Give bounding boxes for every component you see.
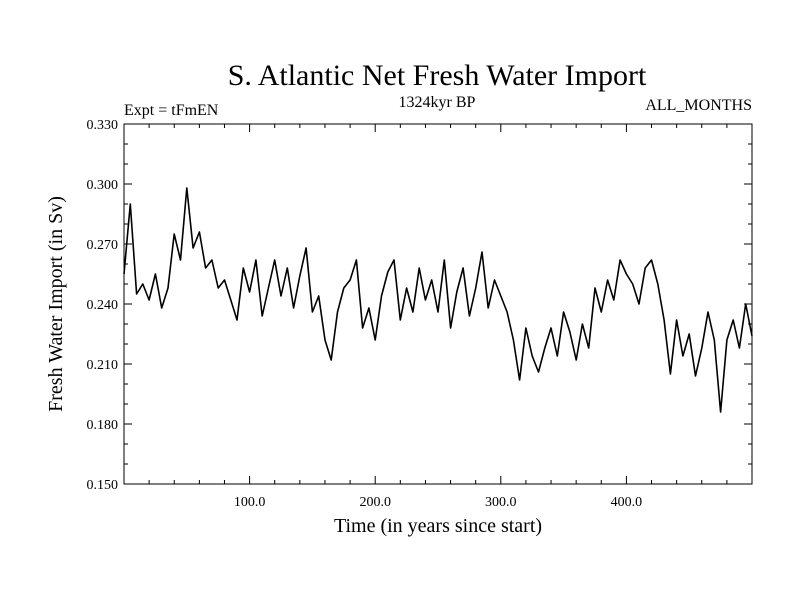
x-tick-label: 100.0	[234, 495, 266, 510]
x-tick-label: 200.0	[359, 495, 391, 510]
subtitle-center: 1324kyr BP	[399, 94, 476, 111]
y-axis-label: Fresh Water Import (in Sv)	[45, 196, 67, 412]
x-tick-label: 300.0	[485, 495, 517, 510]
y-tick-label: 0.270	[87, 238, 119, 253]
series-line	[123, 187, 753, 413]
subtitle-left: Expt = tFmEN	[124, 102, 219, 119]
y-tick-label: 0.300	[87, 178, 119, 193]
x-tick-label: 400.0	[611, 495, 643, 510]
chart-title: S. Atlantic Net Fresh Water Import	[228, 59, 647, 92]
y-tick-label: 0.210	[87, 358, 119, 373]
x-axis-label: Time (in years since start)	[334, 515, 542, 537]
y-tick-label: 0.240	[87, 298, 119, 313]
axis-tick-labels: 0.150 0.180 0.210 0.240 0.270 0.300 0.330 100.0…	[87, 118, 643, 510]
subtitle-right: ALL_MONTHS	[645, 97, 752, 114]
y-tick-label: 0.150	[87, 478, 119, 493]
plot-frame	[123, 123, 753, 485]
y-tick-label: 0.330	[87, 118, 119, 133]
y-tick-label: 0.180	[87, 418, 119, 433]
axis-ticks	[123, 123, 753, 485]
